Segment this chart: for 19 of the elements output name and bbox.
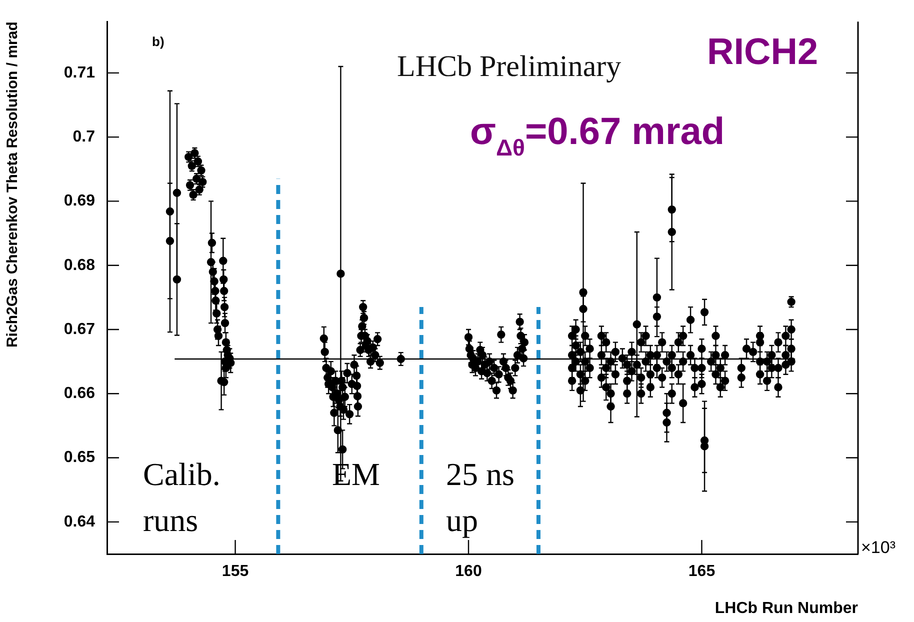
annotation: b) — [152, 34, 164, 49]
annotation: RICH2 — [707, 31, 818, 72]
y-tick-label: 0.65 — [64, 449, 96, 466]
annotation: 25 ns up — [446, 456, 514, 538]
text: ×10³ — [861, 538, 896, 557]
y-tick-label: 0.7 — [72, 128, 96, 146]
annotation: LHCb Preliminary — [397, 50, 622, 83]
x-tick-label: 160 — [455, 563, 482, 580]
y-tick-label: 0.69 — [64, 192, 96, 210]
y-tick-label: 0.64 — [64, 513, 96, 530]
y-tick-label: 0.68 — [64, 256, 96, 274]
y-tick-label: 0.71 — [64, 64, 96, 82]
x-tick-label: 165 — [688, 563, 716, 580]
x-tick-label: 155 — [222, 563, 249, 580]
y-tick-label: 0.67 — [64, 320, 96, 338]
x-axis-title: LHCb Run Number — [714, 600, 858, 617]
y-tick-label: 0.66 — [64, 385, 96, 402]
annotation: Calib. runs — [143, 456, 220, 538]
y-axis-title: Rich2Gas Cherenkov Theta Resolution / mrad — [4, 22, 22, 348]
